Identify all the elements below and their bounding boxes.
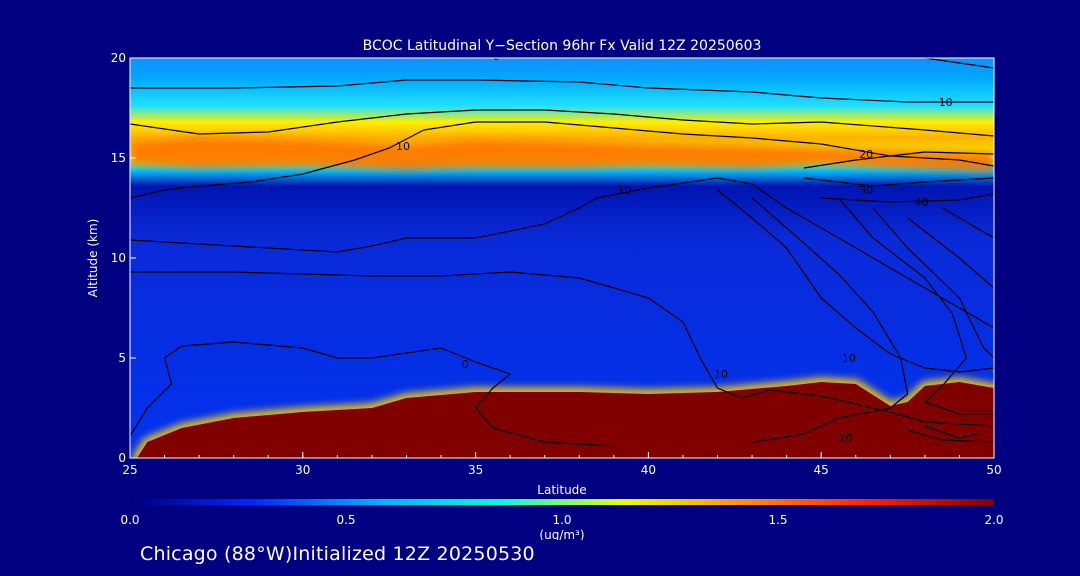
y-tick-label: 10 bbox=[111, 251, 126, 265]
colorbar-units: (ug/m³) bbox=[539, 528, 584, 540]
contour-line-14 bbox=[907, 217, 994, 289]
contour-line-16 bbox=[907, 429, 994, 443]
x-tick-label: 45 bbox=[814, 463, 829, 477]
y-tick-label: 0 bbox=[118, 451, 126, 465]
contour-line-12 bbox=[838, 197, 994, 415]
contour-label: 10 bbox=[396, 140, 410, 153]
plot-area: 0 10 10 10 0 10 20 30 40 10 20 bbox=[130, 50, 994, 458]
colorbar-tick-label: 0.0 bbox=[120, 513, 139, 527]
contour-line-15 bbox=[941, 207, 994, 239]
colorbar-tick-label: 0.5 bbox=[336, 513, 355, 527]
contour-line-1 bbox=[130, 79, 994, 103]
colorbar-tick-label: 2.0 bbox=[984, 513, 1003, 527]
contour-label: 0 bbox=[462, 358, 469, 371]
contour-label: 10 bbox=[939, 96, 953, 109]
contour-line-7 bbox=[803, 151, 994, 169]
chart-title: BCOC Latitudinal Y−Section 96hr Fx Valid… bbox=[363, 38, 762, 54]
contour-line-8 bbox=[803, 177, 994, 187]
x-tick-label: 50 bbox=[986, 463, 1001, 477]
contour-line-13 bbox=[872, 207, 994, 359]
contour-line-6 bbox=[130, 271, 994, 427]
y-axis: 0 5 10 15 20 bbox=[111, 51, 136, 465]
contour-label: 10 bbox=[617, 184, 631, 197]
concentration-band-upper-layer bbox=[130, 138, 994, 172]
colorbar-scale bbox=[130, 499, 994, 505]
colorbar-tick-label: 1.5 bbox=[768, 513, 787, 527]
contour-line-17 bbox=[924, 425, 977, 439]
contour-label: 10 bbox=[714, 368, 728, 381]
contour-line-3 bbox=[130, 121, 994, 199]
footer-caption: Chicago (88°W)Initialized 12Z 20250530 bbox=[140, 543, 535, 565]
y-axis-label: Altitude (km) bbox=[86, 219, 100, 298]
contour-line-11 bbox=[751, 197, 909, 443]
contour-label: 40 bbox=[914, 196, 928, 209]
x-tick-label: 35 bbox=[468, 463, 483, 477]
colorbar-tick-label: 1.0 bbox=[552, 513, 571, 527]
contour-label: 20 bbox=[859, 148, 873, 161]
x-tick-label: 30 bbox=[295, 463, 310, 477]
contour-label: 10 bbox=[842, 352, 856, 365]
contour-line-4 bbox=[130, 177, 994, 329]
x-axis-label: Latitude bbox=[537, 483, 586, 497]
contour-line-9 bbox=[821, 193, 994, 203]
contour-label: 0 bbox=[493, 50, 500, 63]
x-tick-label: 40 bbox=[641, 463, 656, 477]
chart-svg: BCOC Latitudinal Y−Section 96hr Fx Valid… bbox=[86, 38, 1004, 542]
contour-line-10 bbox=[717, 189, 994, 373]
y-tick-label: 20 bbox=[111, 51, 126, 65]
contour-label: 20 bbox=[838, 432, 852, 445]
concentration-band-surface-layer bbox=[136, 382, 994, 458]
contour-label: 30 bbox=[859, 184, 873, 197]
contour-line-2 bbox=[130, 109, 994, 137]
y-tick-label: 15 bbox=[111, 151, 126, 165]
x-tick-label: 25 bbox=[122, 463, 137, 477]
contour-line-5 bbox=[130, 341, 614, 447]
x-axis: 25 30 35 40 45 50 bbox=[122, 452, 1002, 477]
y-tick-label: 5 bbox=[118, 351, 126, 365]
colorbar: 0.0 0.5 1.0 1.5 2.0 (ug/m³) bbox=[120, 499, 1004, 542]
